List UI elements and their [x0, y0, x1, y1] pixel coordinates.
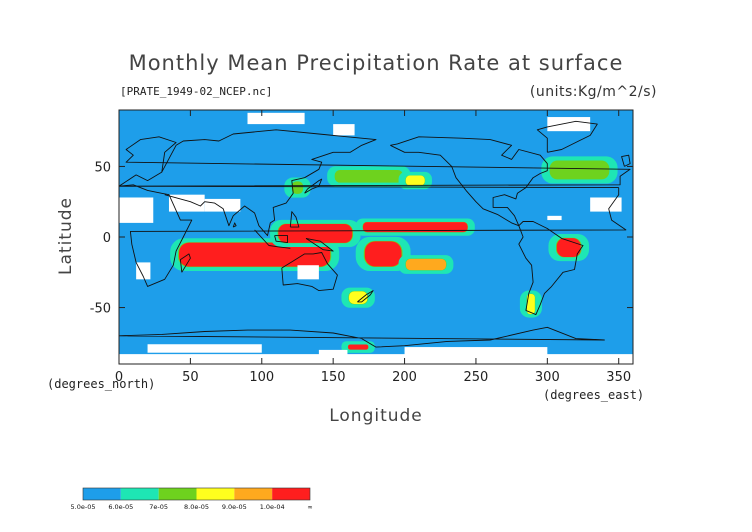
precip-region	[519, 290, 542, 318]
coastline	[274, 235, 288, 244]
coastline	[390, 136, 548, 227]
missing-data-patch	[318, 349, 348, 356]
x-tick-label: 350	[606, 370, 631, 385]
precip-region	[270, 219, 361, 248]
precip-level-3	[405, 175, 425, 186]
precip-level-2	[291, 181, 304, 194]
file-label: [PRATE_1949-02_NCEP.nc]	[120, 85, 272, 98]
precip-region	[548, 234, 590, 262]
coastline	[305, 237, 334, 252]
precip-level-5	[278, 224, 353, 243]
colorbar-swatch	[196, 488, 235, 500]
precip-level-5	[364, 241, 402, 267]
missing-data-patch	[247, 112, 305, 125]
precip-region	[398, 255, 454, 274]
x-tick-label: 200	[392, 370, 417, 385]
y-tick-label: 0	[103, 231, 111, 246]
precip-level-2	[549, 160, 610, 180]
precip-region	[355, 218, 475, 236]
colorbar-swatch	[272, 488, 310, 500]
coastline	[289, 211, 300, 228]
coastline	[232, 222, 237, 228]
chart-title: Monthly Mean Precipitation Rate at surfa…	[129, 51, 624, 75]
plot-area	[119, 110, 633, 364]
units-label: (units:Kg/m^2/s)	[530, 84, 657, 100]
x-tick-label: 50	[182, 370, 199, 385]
coastline	[119, 136, 631, 187]
colorbar-frame	[82, 487, 311, 501]
precip-level-4	[405, 258, 447, 271]
coastline	[119, 326, 605, 348]
colorbar-swatch	[158, 488, 197, 500]
coastline	[119, 184, 627, 287]
missing-data-patch	[297, 265, 319, 280]
coastline	[518, 221, 584, 316]
colorbar-label: 6.0e-05	[108, 503, 133, 511]
x-tick-label: 150	[321, 370, 346, 385]
colorbar-label: 5.0e-05	[71, 503, 96, 511]
y-axis-label: Latitude	[56, 197, 76, 275]
precip-level-5	[362, 222, 468, 233]
coastline	[357, 290, 374, 303]
precip-region	[541, 156, 618, 184]
precip-level-2	[334, 170, 404, 183]
precip-region	[341, 341, 375, 353]
coastline	[304, 178, 323, 194]
x-axis: 0 50 100 150 200 250 300 350	[115, 110, 631, 385]
missing-data-patch	[547, 117, 591, 132]
colorbar-label: 8.0e-05	[184, 503, 209, 511]
coastlines	[119, 120, 631, 348]
y-tick-label: -50	[90, 302, 111, 317]
coastline	[621, 154, 631, 167]
precip-region	[284, 177, 311, 198]
precip-region	[341, 287, 375, 308]
coastline	[254, 229, 291, 249]
missing-data-patch	[404, 347, 548, 356]
precipitation-field	[170, 156, 618, 353]
colorbar-label: ∞	[307, 503, 312, 511]
missing-data-patch	[147, 344, 262, 353]
colorbar: 5.0e-05 6.0e-05 7e-05 8.0e-05 9.0e-05 1.0e-04…	[71, 487, 313, 511]
missing-data-patch	[168, 194, 205, 212]
y-tick-label: 50	[94, 160, 111, 175]
x-tick-label: 0	[115, 370, 123, 385]
x-tick-label: 250	[464, 370, 489, 385]
coastline	[281, 252, 338, 292]
colorbar-swatch	[83, 488, 121, 500]
precip-level-5	[179, 242, 331, 267]
y-unit-note: (degrees_north)	[47, 377, 155, 391]
missing-data-patch	[136, 262, 151, 280]
x-axis-label: Longitude	[329, 406, 423, 426]
coastline	[179, 253, 191, 273]
missing-data-patches	[119, 112, 633, 364]
precip-level-3	[526, 293, 535, 315]
precip-region	[398, 171, 432, 190]
precip-region	[355, 236, 411, 272]
missing-data-patch	[119, 354, 633, 364]
missing-data-patch	[204, 198, 241, 212]
colorbar-label: 7e-05	[149, 503, 168, 511]
missing-data-patch	[333, 124, 355, 136]
x-tick-label: 300	[535, 370, 560, 385]
colorbar-label: 9.0e-05	[222, 503, 247, 511]
missing-data-patch	[119, 208, 137, 221]
missing-data-patch	[590, 197, 622, 212]
coastline	[536, 120, 598, 153]
x-unit-note: (degrees_east)	[543, 388, 644, 402]
coastline	[161, 129, 377, 237]
precip-region	[327, 166, 411, 187]
y-axis: -50 0 50	[90, 160, 633, 317]
colorbar-label: 1.0e-04	[260, 503, 285, 511]
colorbar-swatch	[234, 488, 273, 500]
colorbar-swatch	[120, 488, 159, 500]
x-tick-label: 100	[249, 370, 274, 385]
precip-level-5	[348, 344, 369, 350]
missing-data-patch	[547, 215, 562, 221]
